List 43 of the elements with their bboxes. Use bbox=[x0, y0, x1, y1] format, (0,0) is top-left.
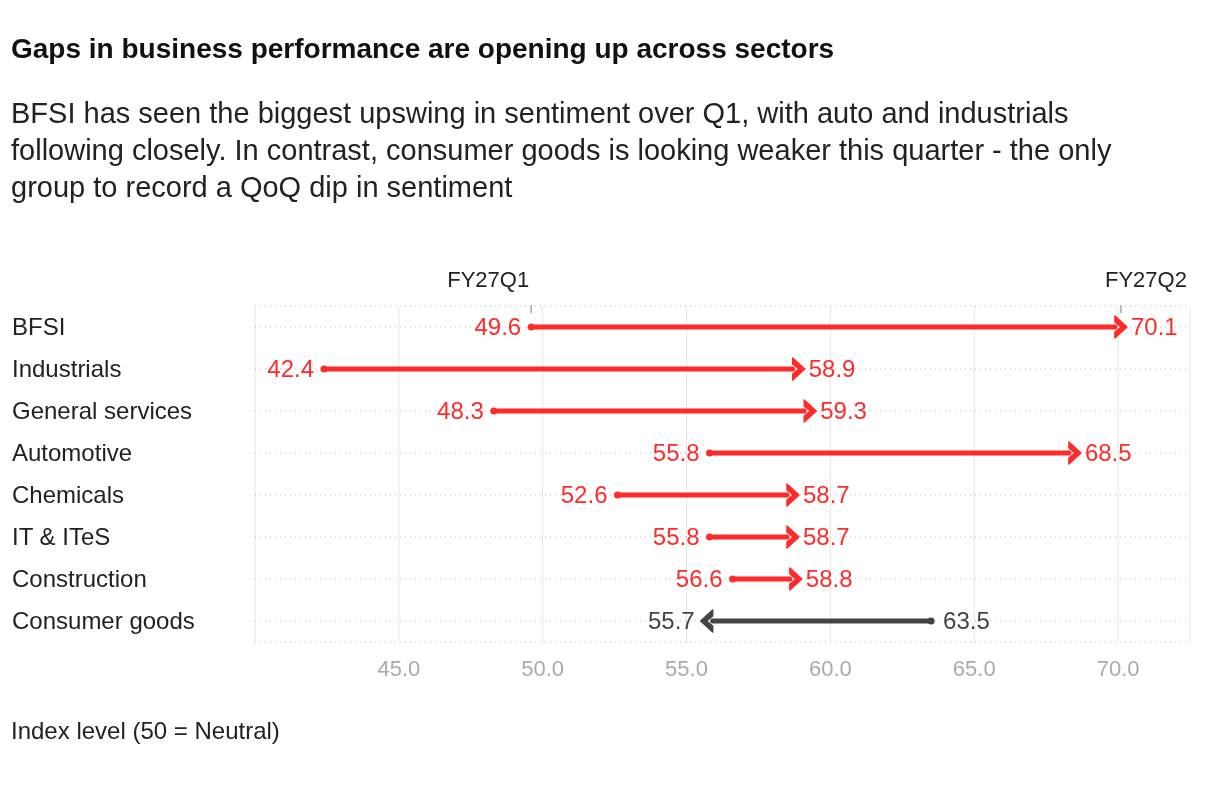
x-tick-label: 65.0 bbox=[952, 655, 996, 681]
point bbox=[927, 617, 935, 625]
y-tick-label: Industrials bbox=[12, 355, 122, 383]
point bbox=[706, 533, 714, 541]
y-tick-label: Automotive bbox=[12, 439, 133, 467]
y-tick-label: Construction bbox=[12, 565, 147, 593]
y-tick-label: Chemicals bbox=[12, 481, 125, 509]
data-label: 55.7 bbox=[647, 607, 695, 635]
data-label: 52.6 bbox=[560, 481, 608, 509]
series-label: FY27Q2 bbox=[1104, 267, 1187, 292]
data-label: 58.7 bbox=[802, 523, 850, 551]
y-tick-label: General services bbox=[12, 397, 193, 425]
data-label: 70.1 bbox=[1130, 313, 1178, 341]
text: Index level (50 = Neutral) bbox=[11, 717, 280, 745]
series-label: FY27Q1 bbox=[447, 267, 530, 292]
point bbox=[490, 407, 498, 415]
point bbox=[527, 323, 535, 331]
data-label: 55.8 bbox=[652, 523, 700, 551]
data-label: 58.7 bbox=[802, 481, 850, 509]
x-tick-label: 70.0 bbox=[1096, 655, 1140, 681]
data-label: 49.6 bbox=[474, 313, 522, 341]
data-label: 59.3 bbox=[820, 397, 867, 425]
point bbox=[613, 491, 621, 499]
data-label: 58.8 bbox=[805, 565, 853, 593]
point bbox=[320, 365, 328, 373]
y-tick-label: IT & ITeS bbox=[12, 523, 111, 551]
x-tick-label: 60.0 bbox=[808, 655, 852, 681]
y-tick-label: Consumer goods bbox=[12, 607, 195, 635]
data-label: 63.5 bbox=[943, 607, 990, 635]
point bbox=[706, 449, 714, 457]
x-tick-label: 45.0 bbox=[377, 655, 421, 681]
data-label: 68.5 bbox=[1084, 439, 1132, 467]
data-label: 55.8 bbox=[652, 439, 700, 467]
y-tick-label: BFSI bbox=[12, 313, 66, 341]
chart-title: Gaps in business performance are opening up across sectors bbox=[11, 33, 835, 65]
data-label: 58.9 bbox=[808, 355, 856, 383]
x-tick-label: 55.0 bbox=[665, 655, 708, 681]
data-label: 42.4 bbox=[267, 355, 315, 383]
data-label: 48.3 bbox=[437, 397, 484, 425]
chart-subtitle: BFSI has seen the biggest upswing in sentiment over Q1, with auto and industrials following closely. In contrast, consumer goods is looking weaker this quarter - the only group to record a QoQ dip in sentiment bbox=[11, 96, 1113, 205]
data-label: 56.6 bbox=[675, 565, 723, 593]
point bbox=[729, 575, 737, 583]
x-tick-label: 50.0 bbox=[521, 655, 565, 681]
